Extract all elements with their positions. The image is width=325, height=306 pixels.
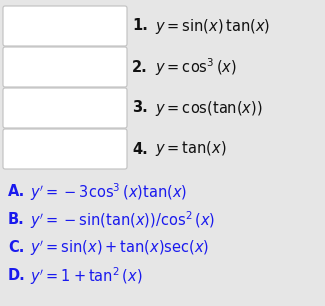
Text: B.: B. xyxy=(8,212,25,227)
Text: D.: D. xyxy=(8,268,26,283)
Text: $y' = -3\cos^3(x)\tan(x)$: $y' = -3\cos^3(x)\tan(x)$ xyxy=(30,181,187,203)
Text: $y = \cos(\tan(x))$: $y = \cos(\tan(x))$ xyxy=(155,99,263,118)
Text: $y = \cos^3(x)$: $y = \cos^3(x)$ xyxy=(155,56,237,78)
Text: 3.: 3. xyxy=(132,100,148,115)
Text: 1.: 1. xyxy=(132,18,148,33)
Text: $y = \tan(x)$: $y = \tan(x)$ xyxy=(155,140,227,159)
Text: $y = \sin(x)\,\tan(x)$: $y = \sin(x)\,\tan(x)$ xyxy=(155,17,270,35)
FancyBboxPatch shape xyxy=(3,47,127,87)
Text: $y' = 1 + \tan^2(x)$: $y' = 1 + \tan^2(x)$ xyxy=(30,265,142,287)
FancyBboxPatch shape xyxy=(3,88,127,128)
Text: $y' = \sin(x) + \tan(x)\sec(x)$: $y' = \sin(x) + \tan(x)\sec(x)$ xyxy=(30,238,209,258)
Text: A.: A. xyxy=(8,185,25,200)
Text: 2.: 2. xyxy=(132,59,148,74)
Text: C.: C. xyxy=(8,241,24,256)
FancyBboxPatch shape xyxy=(3,6,127,46)
Text: 4.: 4. xyxy=(132,141,148,156)
FancyBboxPatch shape xyxy=(3,129,127,169)
Text: $y' = -\sin(\tan(x))/\cos^2(x)$: $y' = -\sin(\tan(x))/\cos^2(x)$ xyxy=(30,209,215,231)
